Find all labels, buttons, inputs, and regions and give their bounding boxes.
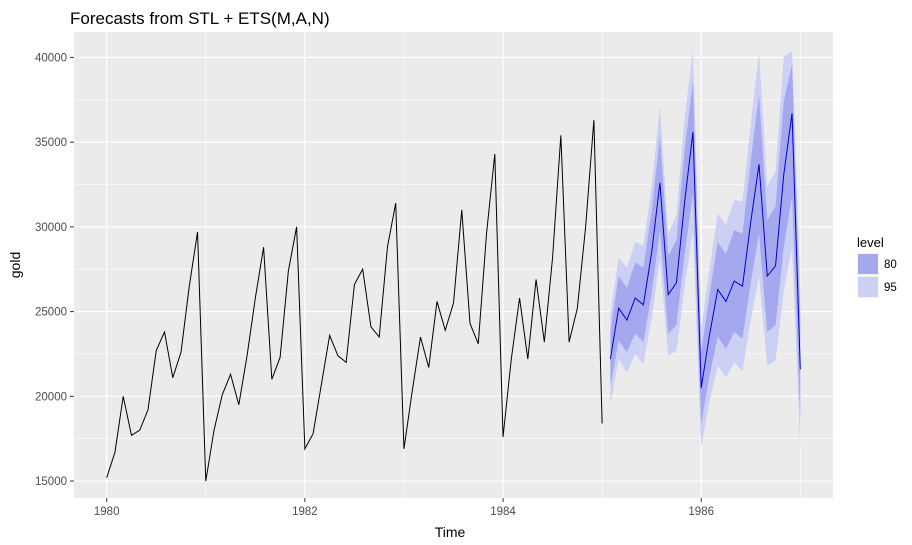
y-tick-label: 20000	[35, 391, 67, 403]
y-tick-label: 15000	[35, 476, 67, 488]
y-axis-title: gold	[7, 252, 23, 278]
y-axis: 15000 20000 25000 30000 35000 40000	[35, 52, 74, 488]
band-80	[610, 64, 801, 424]
series-lines	[106, 113, 801, 482]
forecast-mean-line	[609, 113, 801, 388]
legend-keys: 80 95	[857, 253, 897, 298]
prediction-intervals	[610, 50, 801, 449]
legend-key-80	[858, 254, 878, 274]
x-tick-label: 1984	[490, 506, 516, 518]
x-tick-label: 1980	[94, 506, 120, 518]
x-axis: 1980 1982 1984 1986	[94, 498, 714, 518]
y-tick-label: 40000	[35, 52, 67, 64]
x-tick-label: 1982	[292, 506, 318, 518]
y-tick-label: 25000	[35, 307, 67, 319]
legend-label-80: 80	[884, 259, 897, 271]
legend-label-95: 95	[884, 282, 897, 294]
x-tick-label: 1986	[688, 506, 714, 518]
chart-title: Forecasts from STL + ETS(M,A,N)	[70, 9, 330, 28]
y-tick-label: 35000	[35, 137, 67, 149]
legend: level 80 95	[857, 235, 897, 298]
x-axis-title: Time	[435, 524, 466, 540]
legend-title: level	[857, 235, 884, 250]
plot-panel	[74, 32, 833, 498]
history-line	[106, 120, 603, 482]
y-tick-label: 30000	[35, 222, 67, 234]
legend-key-95	[858, 277, 878, 297]
